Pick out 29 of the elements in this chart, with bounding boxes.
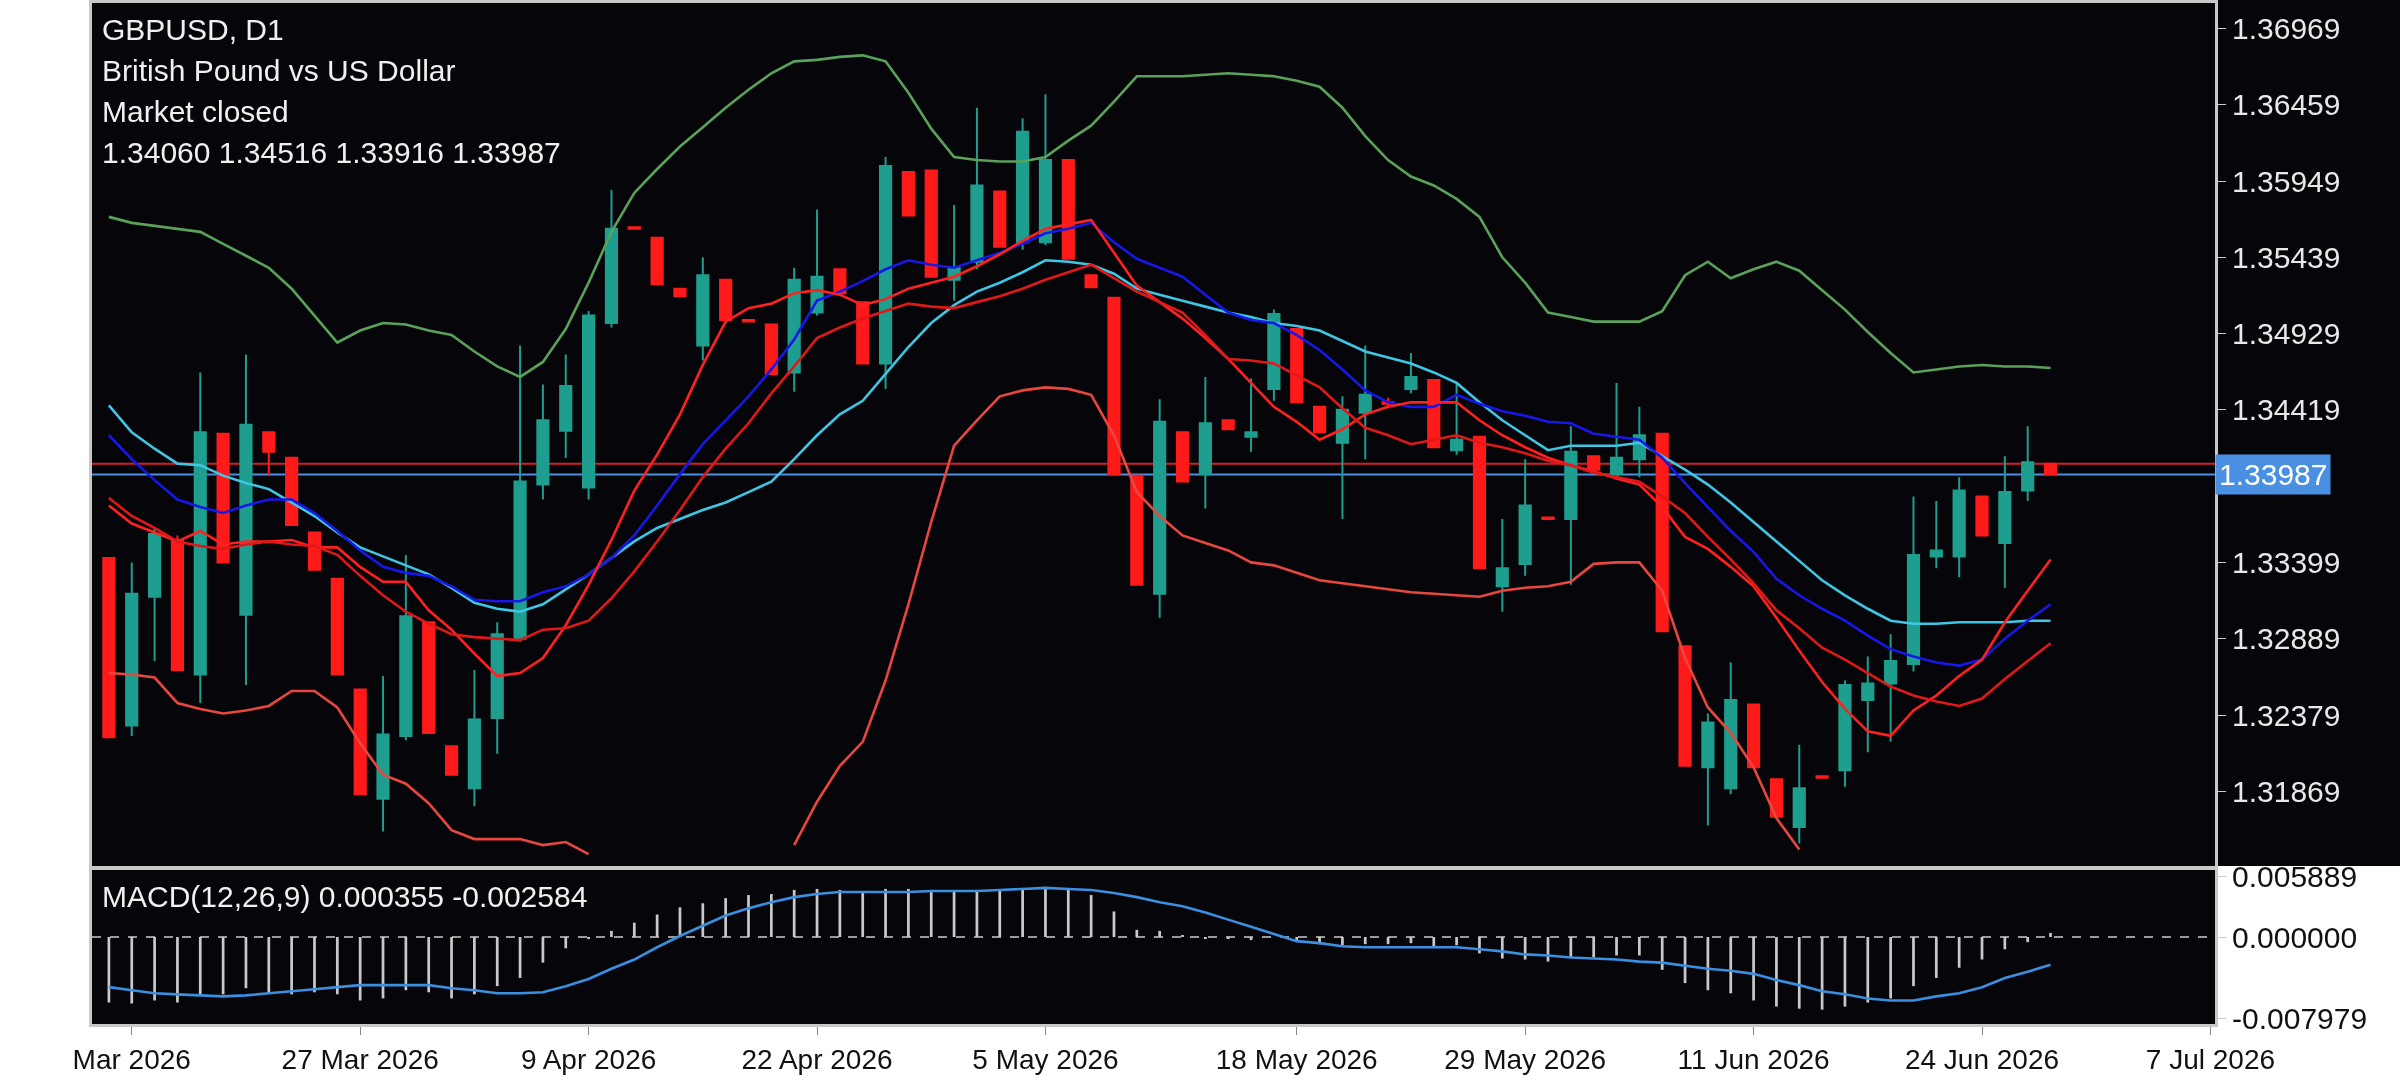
y-tick-label: 1.36459 (2232, 88, 2341, 122)
y-tick-label: 1.31869 (2232, 774, 2341, 808)
x-tick-label: 24 Jun 2026 (1904, 1043, 2060, 1075)
y-tick-label: 0.005889 (2232, 860, 2358, 894)
y-tick-label: 1.33399 (2232, 546, 2341, 580)
x-tick-label: 27 Mar 2026 (281, 1043, 439, 1075)
y-tick-label: -0.007979 (2232, 1002, 2368, 1036)
y-tick-label: 0.000000 (2232, 920, 2358, 954)
x-tick-label: 11 Jun 2026 (1677, 1043, 1830, 1075)
x-tick-label: 5 May 2026 (972, 1043, 1119, 1075)
x-tick-label: 22 Apr 2026 (741, 1043, 893, 1075)
y-tick-label: 1.35439 (2232, 240, 2341, 274)
y-tick-label: 1.34419 (2232, 393, 2341, 427)
y-tick-label: 1.32379 (2232, 698, 2341, 732)
annotation: 1.34060 1.34516 1.33916 1.33987 (102, 136, 561, 169)
y-tick-label: 1.32889 (2232, 622, 2341, 656)
annotation: Market closed (102, 95, 289, 128)
y-tick-label: 1.34929 (2232, 317, 2341, 351)
x-tick-label: 9 Apr 2026 (520, 1043, 657, 1075)
x-tick-label: Mar 2026 (72, 1043, 191, 1075)
x-tick-label: 7 Jul 2026 (2145, 1043, 2276, 1075)
chart-title: MACD(12,26,9) 0.000355 -0.002584 (102, 880, 588, 913)
x-tick-label: 18 May 2026 (1215, 1043, 1378, 1075)
y-tick-label: 1.36969 (2232, 12, 2341, 46)
x-tick-label: 29 May 2026 (1444, 1043, 1607, 1075)
ref-line-label: 1.33987 (2219, 458, 2328, 491)
chart-title: GBPUSD, D1 (102, 13, 284, 46)
y-tick-label: 1.35949 (2232, 164, 2341, 198)
text: British Pound vs US Dollar (102, 54, 456, 87)
